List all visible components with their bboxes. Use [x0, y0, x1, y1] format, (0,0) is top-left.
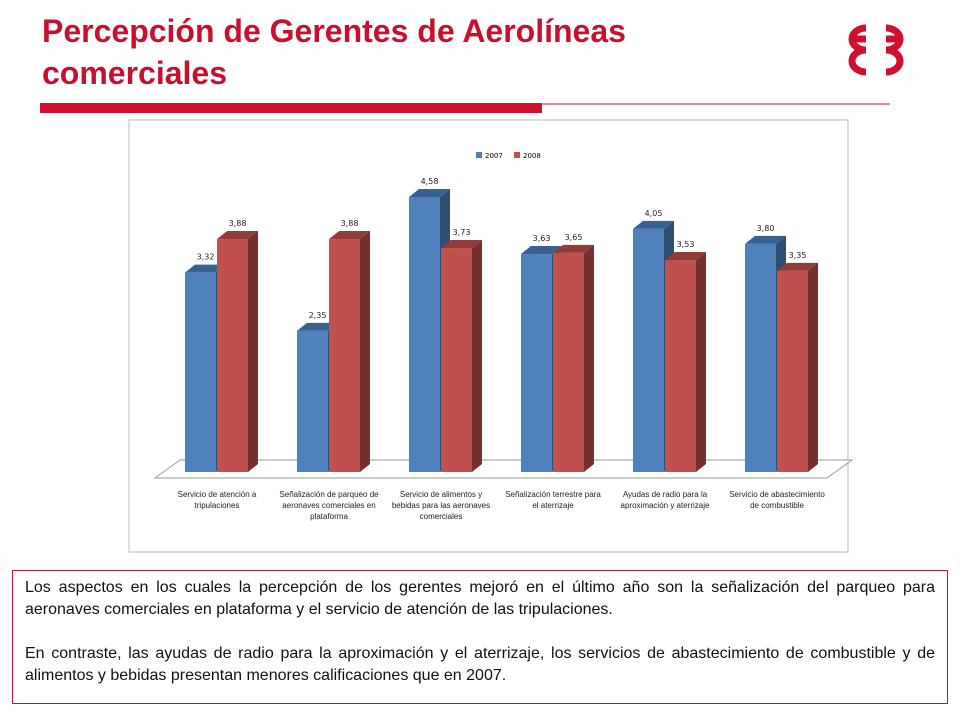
bar-side — [248, 231, 258, 472]
bar — [217, 239, 248, 472]
value-label: 4,58 — [421, 177, 439, 186]
x-tick-label: Ayudas de radio para la aproximación y a… — [620, 490, 710, 510]
bar-top — [329, 231, 370, 240]
legend-label: 2007 — [485, 152, 503, 160]
value-label: 3,53 — [677, 240, 695, 249]
x-tick-label: Servicio de atención a tripulaciones — [177, 490, 257, 510]
bar — [633, 228, 664, 472]
bar-side — [696, 252, 706, 472]
value-label: 3,35 — [789, 251, 807, 260]
value-label: 3,63 — [533, 234, 551, 243]
bar-top — [665, 252, 706, 261]
legend-swatch — [514, 152, 520, 158]
value-label: 4,05 — [645, 209, 663, 218]
bar — [329, 239, 360, 472]
bar-top — [521, 246, 562, 255]
text-box: Los aspectos en los cuales la percepción… — [12, 570, 948, 704]
x-tick-label: Señalización terrestre para el aterrizaj… — [505, 490, 601, 510]
paragraph: En contraste, las ayudas de radio para l… — [25, 645, 935, 684]
slide-title: Percepción de Gerentes de Aerolíneas com… — [42, 13, 626, 91]
value-label: 3,88 — [341, 219, 359, 228]
paragraph: Los aspectos en los cuales la percepción… — [25, 579, 935, 618]
bar-side — [360, 231, 370, 472]
bar — [745, 243, 776, 472]
bar-top — [441, 240, 482, 249]
title-bar — [40, 103, 542, 113]
bar — [553, 252, 584, 472]
bar-top — [185, 264, 226, 273]
bar-top — [633, 220, 674, 229]
bar-top — [777, 262, 818, 271]
value-label: 3,65 — [565, 233, 583, 242]
bar-side — [472, 240, 482, 472]
bar — [521, 254, 552, 472]
value-label: 3,88 — [229, 219, 247, 228]
bar-top — [217, 231, 258, 240]
x-tick-label: Servicio de alimentos y bebidas para las… — [391, 490, 491, 521]
bar — [665, 260, 696, 472]
bar — [297, 330, 328, 472]
bar — [777, 270, 808, 472]
value-label: 2,35 — [309, 311, 327, 320]
bar-top — [553, 244, 594, 253]
legend-label: 2008 — [523, 152, 541, 160]
bar-top — [745, 235, 786, 244]
bar — [185, 272, 216, 472]
bar — [409, 197, 440, 472]
bar — [441, 248, 472, 472]
bar-top — [297, 322, 338, 331]
logo — [848, 24, 904, 76]
x-tick-label: Señalización de parqueo de aeronaves com… — [279, 490, 379, 521]
bar-top — [409, 189, 450, 197]
legend-swatch — [476, 152, 482, 158]
value-label: 3,80 — [757, 224, 775, 233]
bar-side — [584, 244, 594, 472]
bar-side — [808, 262, 818, 472]
value-label: 3,32 — [197, 253, 215, 262]
value-label: 3,73 — [453, 228, 471, 237]
x-tick-label: Servicio de abastecimiento de combustibl… — [729, 490, 825, 510]
